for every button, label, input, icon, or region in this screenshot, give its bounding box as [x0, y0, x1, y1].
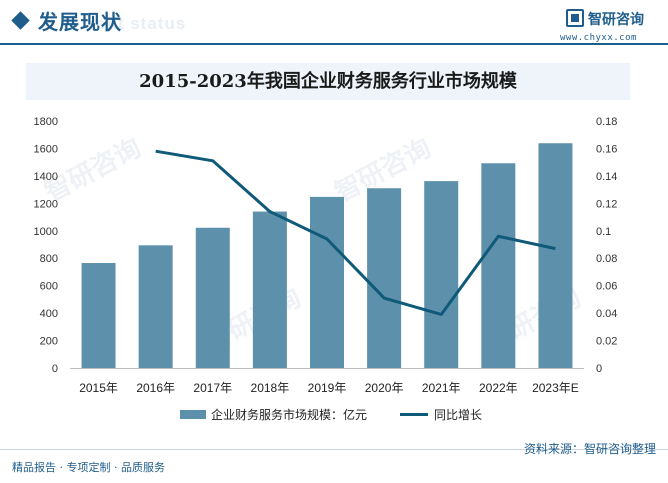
x-tick-label: 2023年E [532, 381, 579, 395]
brand-url: www.chyxx.com [560, 33, 637, 43]
x-axis: 2015年 2016年 2017年 2018年 2019年 2020年 2021年 2022年… [79, 381, 579, 395]
bar [367, 188, 402, 368]
chart-title: 2015-2023年我国企业财务服务行业市场规模 [139, 71, 517, 92]
bar [195, 227, 230, 368]
bar-series [70, 143, 584, 369]
right-tick-label: 0.08 [596, 253, 617, 265]
left-tick-label: 600 [40, 281, 58, 293]
legend-label-bar: 企业财务服务市场规模：亿元 [211, 407, 367, 422]
right-tick-label: 0.04 [596, 308, 617, 320]
bar [81, 263, 116, 368]
legend-label-line: 同比增长 [434, 408, 482, 422]
right-axis: 0 0.02 0.04 0.06 0.08 0.1 0.12 0.14 0.16 0.18 [596, 116, 617, 375]
bar [481, 163, 516, 368]
footer: 精品报告 · 专项定制 · 品质服务 资料来源：智研咨询整理 [0, 442, 668, 483]
legend-swatch-bar [180, 410, 206, 419]
right-tick-label: 0.1 [596, 226, 611, 238]
bar [310, 196, 344, 368]
bar [424, 181, 459, 368]
source-note: 资料来源：智研咨询整理 [523, 442, 656, 456]
section-subtitle: ent status [96, 14, 187, 33]
x-tick-label: 2018年 [251, 381, 290, 395]
right-tick-label: 0.18 [596, 116, 617, 128]
right-tick-label: 0.14 [596, 171, 617, 183]
x-tick-label: 2021年 [422, 381, 461, 395]
left-tick-label: 1800 [34, 116, 58, 128]
section-title: 发展现状 [38, 10, 122, 34]
brand-logo-icon [566, 9, 584, 27]
x-tick-label: 2022年 [479, 381, 518, 395]
right-tick-label: 0.12 [596, 198, 617, 210]
x-tick-label: 2016年 [136, 381, 175, 395]
line-series [155, 149, 556, 316]
left-tick-label: 1000 [34, 226, 58, 238]
left-tick-label: 400 [40, 308, 58, 320]
left-tick-label: 1400 [34, 171, 58, 183]
x-tick-label: 2015年 [79, 381, 118, 395]
bar [538, 143, 573, 368]
legend: 企业财务服务市场规模：亿元 同比增长 [180, 407, 482, 422]
x-tick-label: 2019年 [308, 381, 347, 395]
growth-line [155, 149, 556, 316]
footer-tagline: 精品报告 · 专项定制 · 品质服务 [12, 461, 165, 474]
left-axis: 0 200 400 600 800 1000 1200 1400 1600 1800 [34, 116, 58, 375]
right-tick-label: 0.02 [596, 336, 617, 348]
left-tick-label: 1600 [34, 143, 58, 155]
left-tick-label: 0 [52, 363, 58, 375]
x-tick-label: 2020年 [365, 381, 404, 395]
right-tick-label: 0.06 [596, 281, 617, 293]
left-tick-label: 200 [40, 336, 58, 348]
section-header: ent status 发展现状 智研咨询 www.chyxx.com [0, 0, 668, 45]
brand-name: 智研咨询 [588, 12, 644, 28]
header-divider [0, 43, 668, 45]
x-tick-label: 2017年 [193, 381, 232, 395]
right-tick-label: 0 [596, 363, 602, 375]
right-tick-label: 0.16 [596, 143, 617, 155]
bar [252, 211, 287, 368]
bar [138, 245, 173, 368]
left-tick-label: 800 [40, 253, 58, 265]
left-tick-label: 1200 [34, 198, 58, 210]
title-band [26, 63, 630, 100]
